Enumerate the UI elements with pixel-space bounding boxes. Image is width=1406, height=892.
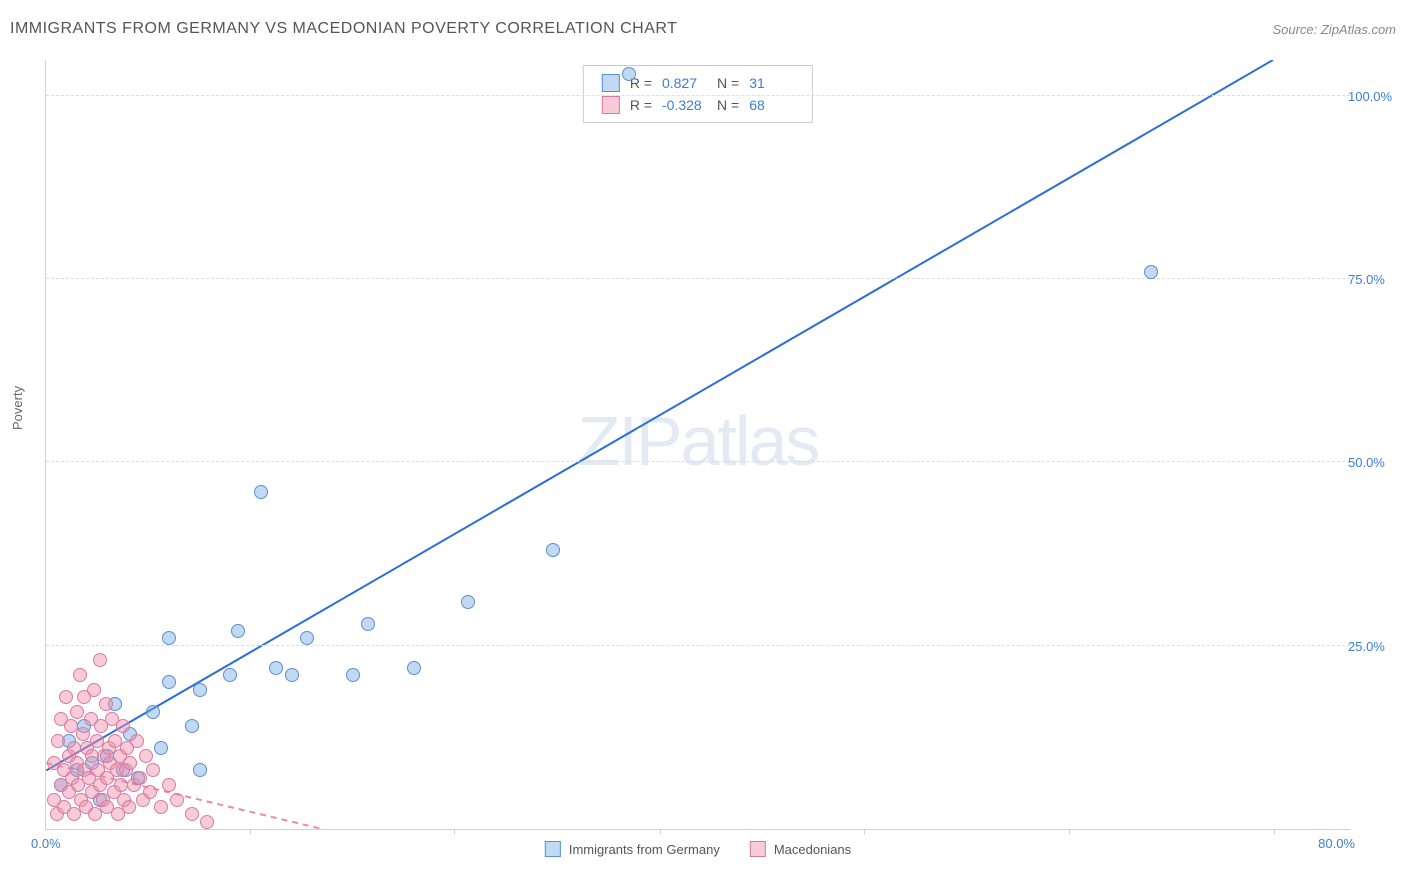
x-tick-mark xyxy=(1069,829,1070,834)
swatch-macedonians xyxy=(602,96,620,114)
trend-lines xyxy=(46,60,1350,829)
data-point-macedonians xyxy=(170,793,184,807)
legend-item-germany: Immigrants from Germany xyxy=(545,841,720,857)
y-tick-label: 25.0% xyxy=(1348,639,1398,654)
r-value-macedonians: -0.328 xyxy=(662,97,707,113)
r-value-germany: 0.827 xyxy=(662,75,707,91)
gridline-h xyxy=(46,461,1350,462)
r-label: R = xyxy=(630,97,652,113)
data-point-germany xyxy=(407,661,421,675)
data-point-germany xyxy=(346,668,360,682)
n-value-germany: 31 xyxy=(749,75,794,91)
gridline-h xyxy=(46,645,1350,646)
x-tick-mark xyxy=(1274,829,1275,834)
data-point-germany xyxy=(361,617,375,631)
x-tick-mark xyxy=(864,829,865,834)
data-point-germany xyxy=(300,631,314,645)
n-value-macedonians: 68 xyxy=(749,97,794,113)
x-tick-label: 0.0% xyxy=(31,836,61,851)
source-attribution: Source: ZipAtlas.com xyxy=(1272,22,1396,37)
data-point-macedonians xyxy=(143,785,157,799)
data-point-germany xyxy=(269,661,283,675)
data-point-germany xyxy=(185,719,199,733)
data-point-macedonians xyxy=(185,807,199,821)
n-label: N = xyxy=(717,97,739,113)
legend-item-macedonians: Macedonians xyxy=(750,841,851,857)
x-tick-mark xyxy=(250,829,251,834)
data-point-germany xyxy=(223,668,237,682)
data-point-macedonians xyxy=(87,683,101,697)
data-point-germany xyxy=(193,763,207,777)
watermark: ZIPatlas xyxy=(578,401,819,481)
swatch-germany xyxy=(602,74,620,92)
x-tick-label: 80.0% xyxy=(1318,836,1355,851)
data-point-macedonians xyxy=(154,800,168,814)
y-axis-label: Poverty xyxy=(10,386,25,430)
data-point-germany xyxy=(231,624,245,638)
x-tick-mark xyxy=(660,829,661,834)
data-point-germany xyxy=(254,485,268,499)
data-point-macedonians xyxy=(76,727,90,741)
data-point-germany xyxy=(1144,265,1158,279)
data-point-macedonians xyxy=(123,756,137,770)
data-point-germany xyxy=(285,668,299,682)
y-tick-label: 50.0% xyxy=(1348,455,1398,470)
data-point-macedonians xyxy=(139,749,153,763)
data-point-macedonians xyxy=(122,800,136,814)
stats-row-macedonians: R = -0.328 N = 68 xyxy=(602,94,794,116)
legend-label-germany: Immigrants from Germany xyxy=(569,842,720,857)
data-point-germany xyxy=(461,595,475,609)
gridline-h xyxy=(46,278,1350,279)
data-point-macedonians xyxy=(116,719,130,733)
data-point-germany xyxy=(622,67,636,81)
data-point-germany xyxy=(146,705,160,719)
data-point-germany xyxy=(154,741,168,755)
data-point-macedonians xyxy=(133,771,147,785)
chart-title: IMMIGRANTS FROM GERMANY VS MACEDONIAN PO… xyxy=(10,20,677,38)
data-point-macedonians xyxy=(162,778,176,792)
bottom-legend: Immigrants from Germany Macedonians xyxy=(545,841,851,857)
data-point-germany xyxy=(546,543,560,557)
data-point-macedonians xyxy=(73,668,87,682)
data-point-macedonians xyxy=(146,763,160,777)
chart-plot-area: ZIPatlas R =0.827N =31R =-0.328N =68 Imm… xyxy=(45,60,1350,830)
data-point-macedonians xyxy=(59,690,73,704)
data-point-macedonians xyxy=(130,734,144,748)
y-tick-label: 100.0% xyxy=(1348,89,1398,104)
legend-swatch-germany xyxy=(545,841,561,857)
legend-label-macedonians: Macedonians xyxy=(774,842,851,857)
data-point-macedonians xyxy=(67,741,81,755)
data-point-macedonians xyxy=(93,653,107,667)
trend-line-germany xyxy=(46,60,1273,770)
y-tick-label: 75.0% xyxy=(1348,272,1398,287)
data-point-germany xyxy=(162,675,176,689)
n-label: N = xyxy=(717,75,739,91)
data-point-germany xyxy=(162,631,176,645)
legend-swatch-macedonians xyxy=(750,841,766,857)
x-tick-mark xyxy=(454,829,455,834)
gridline-h xyxy=(46,95,1350,96)
data-point-germany xyxy=(193,683,207,697)
data-point-macedonians xyxy=(70,705,84,719)
data-point-macedonians xyxy=(99,697,113,711)
data-point-macedonians xyxy=(200,815,214,829)
data-point-macedonians xyxy=(51,734,65,748)
